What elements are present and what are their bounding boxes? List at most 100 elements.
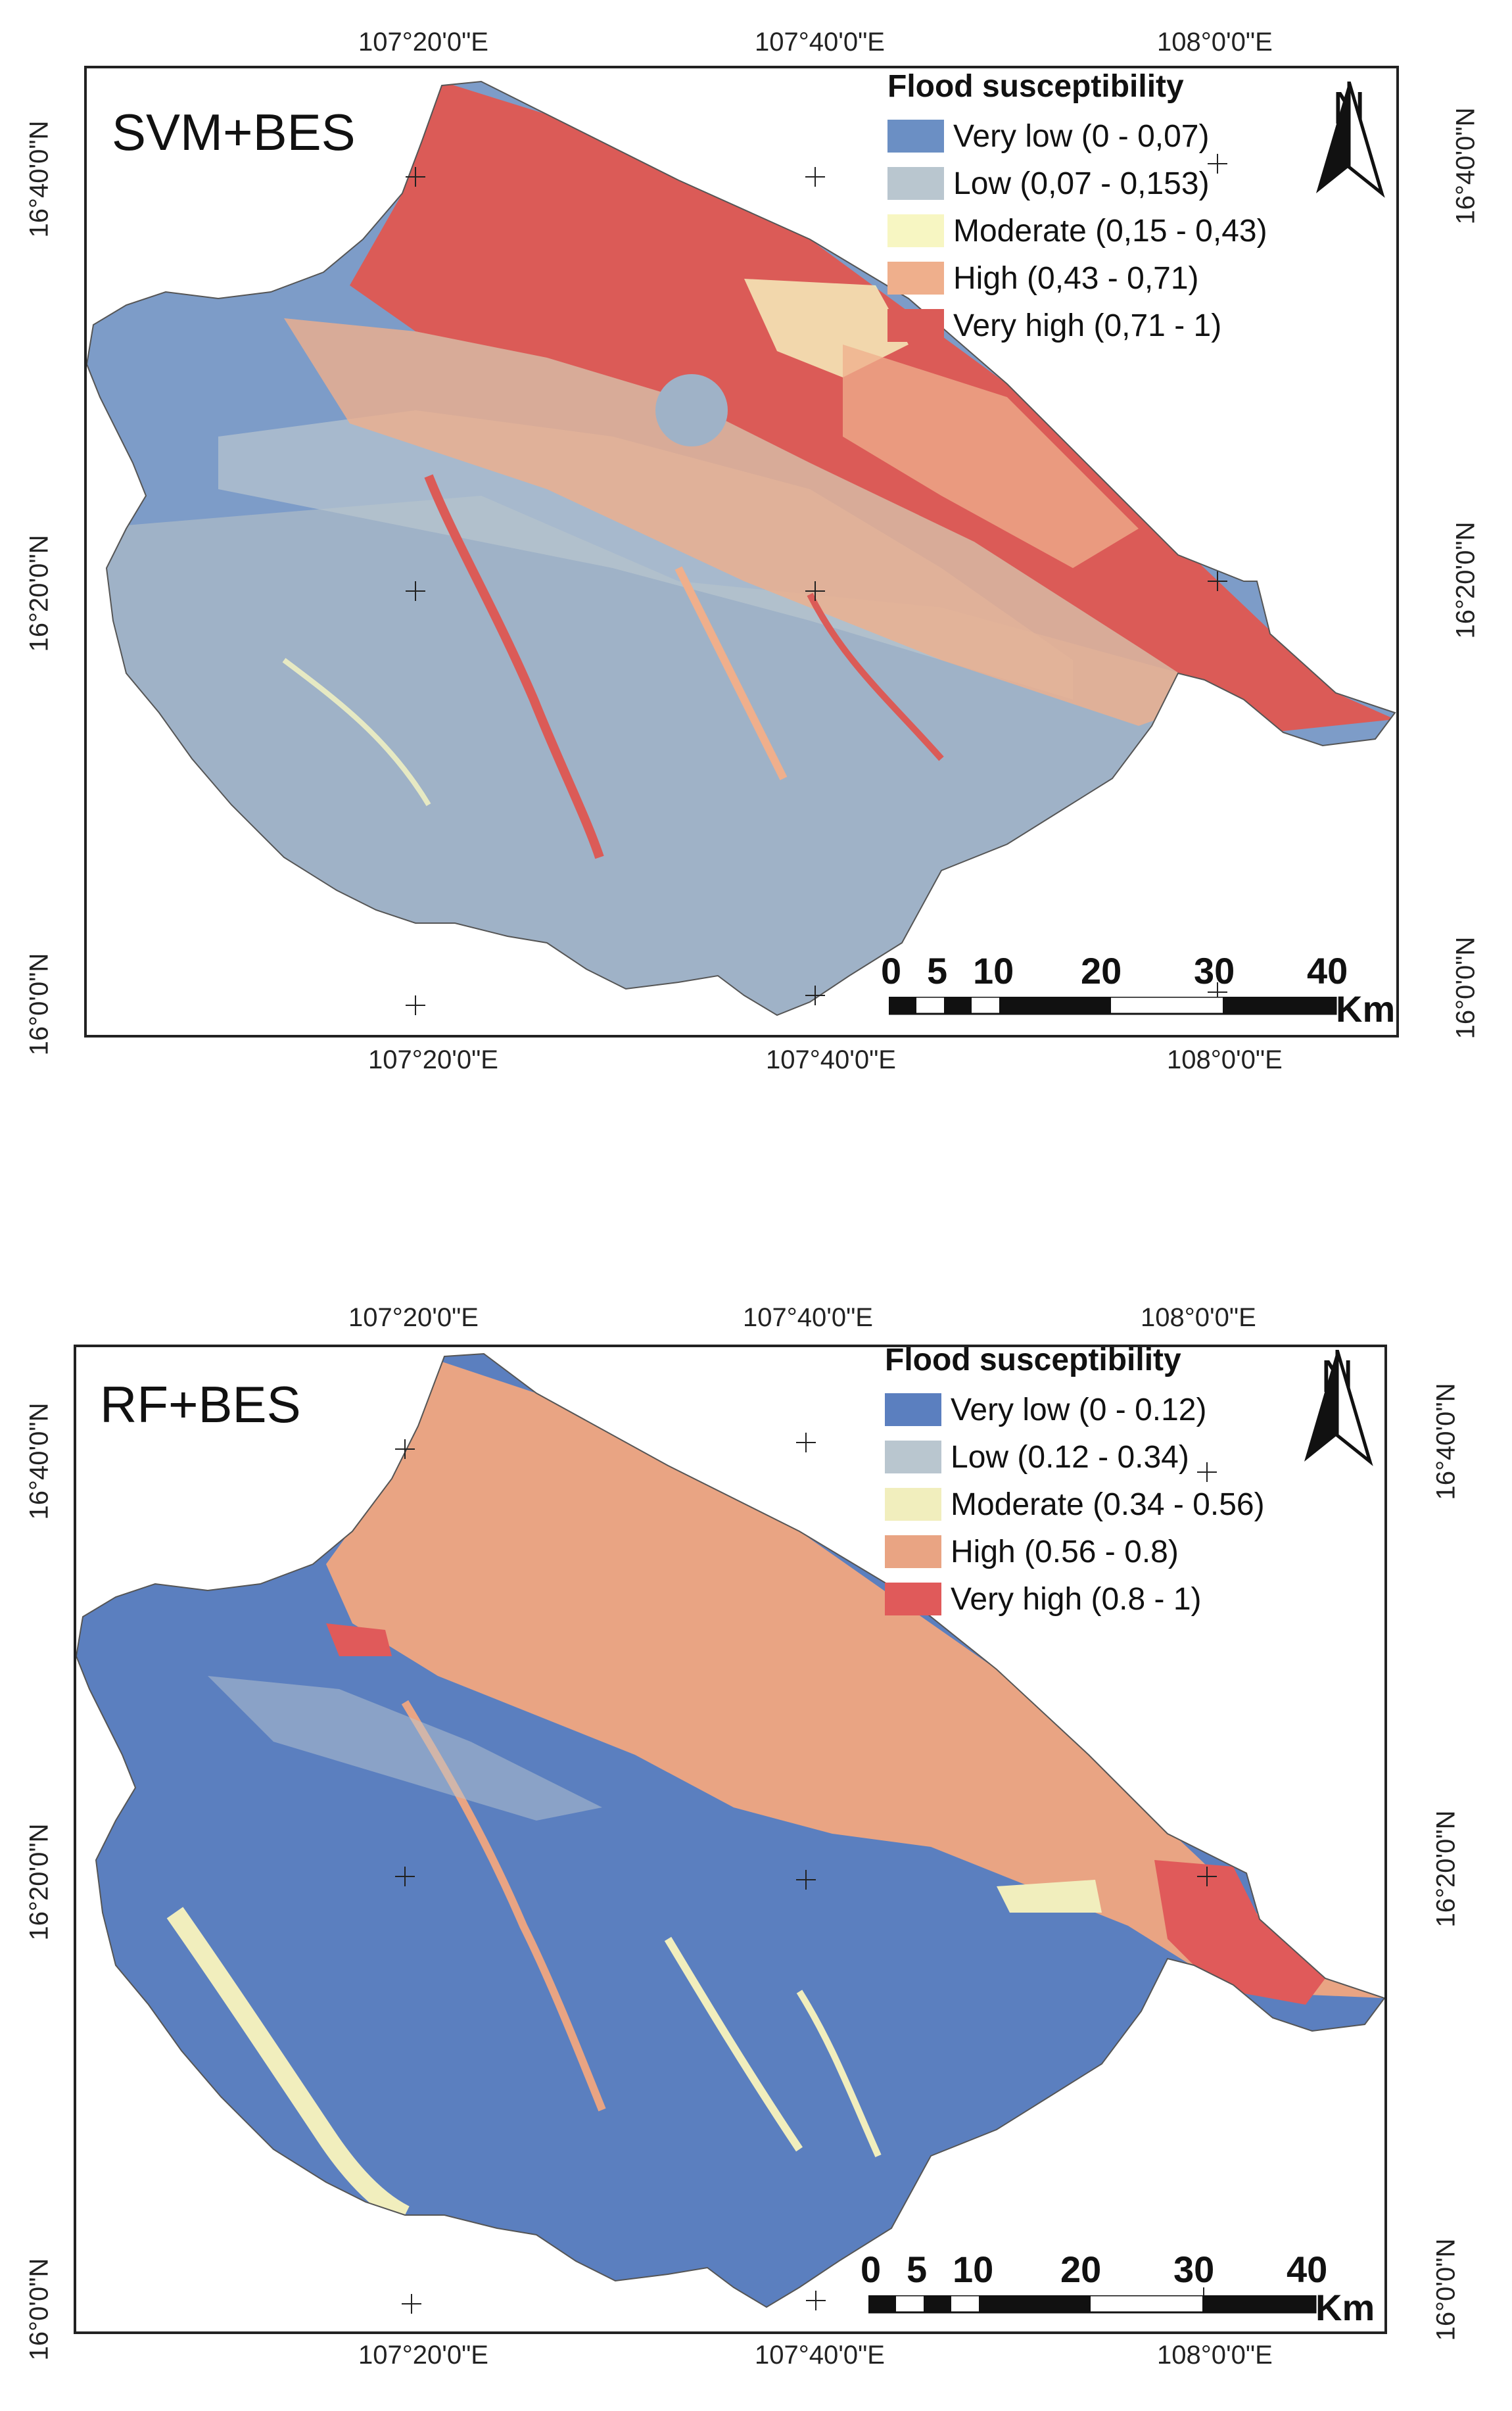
north-arrow-icon bbox=[1304, 1350, 1373, 1466]
top-lon-label: 107°40'0"E bbox=[755, 28, 885, 57]
legend-swatch bbox=[885, 1488, 941, 1521]
legend: Flood susceptibility Very low (0 - 0,07)… bbox=[887, 68, 1267, 349]
scale-bar: 0 5 10 20 30 40 Km bbox=[881, 949, 1396, 1035]
bottom-lon-label: 107°20'0"E bbox=[358, 2341, 488, 2370]
rf-susceptibility-map bbox=[76, 1352, 1384, 2308]
north-arrow: N bbox=[1310, 82, 1388, 198]
graticule-cross bbox=[1208, 154, 1227, 174]
legend-swatch bbox=[887, 262, 944, 295]
legend-item: Moderate (0.34 - 0.56) bbox=[885, 1481, 1265, 1528]
graticule-cross bbox=[805, 581, 825, 601]
legend-swatch bbox=[885, 1393, 941, 1426]
legend-swatch bbox=[887, 120, 944, 153]
scale-tick-label: 40 bbox=[1287, 2249, 1328, 2290]
legend-label: Very high (0,71 - 1) bbox=[953, 308, 1222, 343]
legend-label: Very low (0 - 0.12) bbox=[951, 1392, 1207, 1427]
legend-title: Flood susceptibility bbox=[887, 69, 1184, 104]
left-lat-label: 16°0'0"N bbox=[24, 953, 54, 1056]
scale-tick-label: 20 bbox=[1060, 2249, 1102, 2290]
graticule-cross bbox=[1208, 571, 1227, 591]
top-lon-label: 107°20'0"E bbox=[358, 28, 488, 57]
map-panel-rf: 107°20'0"E 107°40'0"E 108°0'0"E 16°40'0"… bbox=[0, 1276, 1512, 2393]
left-lat-label: 16°40'0"N bbox=[24, 1402, 54, 1520]
legend: Flood susceptibility Very low (0 - 0.12)… bbox=[885, 1345, 1265, 1623]
right-lat-label: 16°0'0"N bbox=[1451, 936, 1480, 1039]
graticule-cross bbox=[805, 167, 825, 187]
legend-item: Low (0,07 - 0,153) bbox=[887, 160, 1267, 207]
scale-tick-label: 0 bbox=[861, 2249, 882, 2290]
graticule-cross bbox=[1208, 982, 1227, 1002]
legend-item: Very high (0,71 - 1) bbox=[887, 302, 1267, 349]
legend-item: Very low (0 - 0.12) bbox=[885, 1386, 1265, 1433]
scale-tick-label: 40 bbox=[1307, 950, 1348, 991]
legend-item: Very high (0.8 - 1) bbox=[885, 1575, 1265, 1623]
legend-swatch bbox=[887, 309, 944, 342]
right-lat-label: 16°40'0"N bbox=[1431, 1383, 1461, 1500]
legend-title: Flood susceptibility bbox=[885, 1345, 1181, 1377]
legend-item: Moderate (0,15 - 0,43) bbox=[887, 207, 1267, 254]
scale-bar-graphic bbox=[889, 997, 1337, 1015]
legend-label: Very low (0 - 0,07) bbox=[953, 118, 1210, 154]
legend-swatch bbox=[885, 1441, 941, 1473]
legend-label: Low (0,07 - 0,153) bbox=[953, 166, 1210, 201]
legend-label: High (0,43 - 0,71) bbox=[953, 260, 1199, 296]
scale-tick-label: 10 bbox=[953, 2249, 994, 2290]
bottom-lon-label: 107°20'0"E bbox=[368, 1045, 498, 1074]
legend-item: High (0,43 - 0,71) bbox=[887, 254, 1267, 302]
legend-swatch bbox=[887, 167, 944, 200]
legend-swatch bbox=[887, 214, 944, 247]
graticule-cross bbox=[406, 167, 425, 187]
legend-label: Moderate (0,15 - 0,43) bbox=[953, 213, 1267, 249]
map-frame: RF+BES Flood susceptibility Very low (0 … bbox=[74, 1345, 1387, 2334]
north-arrow-icon bbox=[1316, 82, 1385, 198]
svm-susceptibility-map bbox=[87, 80, 1396, 1016]
graticule-cross bbox=[1197, 1462, 1217, 1482]
scale-unit: Km bbox=[1315, 2287, 1375, 2328]
top-lon-label: 107°20'0"E bbox=[348, 1303, 479, 1332]
panel-title: RF+BES bbox=[100, 1375, 301, 1433]
scale-tick-label: 30 bbox=[1194, 950, 1235, 991]
legend-item: Low (0.12 - 0.34) bbox=[885, 1433, 1265, 1481]
legend-item: High (0.56 - 0.8) bbox=[885, 1528, 1265, 1575]
bottom-lon-label: 107°40'0"E bbox=[766, 1045, 896, 1074]
graticule-cross bbox=[406, 995, 425, 1015]
map-panel-svm: 107°20'0"E 107°40'0"E 108°0'0"E 16°40'0"… bbox=[0, 0, 1512, 1078]
map-frame: SVM+BES Flood susceptibility Very low (0… bbox=[84, 66, 1399, 1038]
scale-bar-graphic bbox=[868, 2295, 1317, 2314]
bottom-lon-label: 107°40'0"E bbox=[755, 2341, 885, 2370]
bottom-lon-label: 108°0'0"E bbox=[1167, 1045, 1283, 1074]
scale-tick-label: 30 bbox=[1173, 2249, 1215, 2290]
north-arrow: N bbox=[1298, 1350, 1377, 1466]
right-lat-label: 16°40'0"N bbox=[1451, 107, 1480, 225]
scale-bar: 0 5 10 20 30 40 Km bbox=[861, 2248, 1384, 2331]
legend-swatch bbox=[885, 1583, 941, 1615]
legend-swatch bbox=[885, 1535, 941, 1568]
graticule-cross bbox=[796, 1433, 816, 1452]
scale-tick-label: 20 bbox=[1081, 950, 1122, 991]
right-lat-label: 16°20'0"N bbox=[1431, 1810, 1461, 1928]
panel-title: SVM+BES bbox=[112, 103, 356, 161]
graticule-cross bbox=[402, 2294, 421, 2314]
scale-tick-label: 5 bbox=[927, 950, 948, 991]
graticule-cross bbox=[806, 2291, 826, 2310]
graticule-cross bbox=[1197, 1867, 1217, 1886]
legend-item: Very low (0 - 0,07) bbox=[887, 112, 1267, 160]
left-lat-label: 16°20'0"N bbox=[24, 535, 54, 652]
graticule-cross bbox=[796, 1870, 816, 1890]
legend-label: Low (0.12 - 0.34) bbox=[951, 1439, 1189, 1475]
bottom-lon-label: 108°0'0"E bbox=[1157, 2341, 1273, 2370]
scale-tick-label: 0 bbox=[881, 950, 902, 991]
scale-tick-label: 10 bbox=[973, 950, 1014, 991]
graticule-cross bbox=[395, 1867, 415, 1886]
left-lat-label: 16°0'0"N bbox=[24, 2258, 54, 2361]
top-lon-label: 108°0'0"E bbox=[1157, 28, 1273, 57]
graticule-cross bbox=[406, 581, 425, 601]
right-lat-label: 16°0'0"N bbox=[1431, 2238, 1461, 2341]
top-lon-label: 107°40'0"E bbox=[743, 1303, 873, 1332]
graticule-cross bbox=[805, 986, 825, 1005]
right-lat-label: 16°20'0"N bbox=[1451, 521, 1480, 639]
left-lat-label: 16°40'0"N bbox=[24, 120, 54, 238]
graticule-cross bbox=[395, 1439, 415, 1459]
legend-label: Moderate (0.34 - 0.56) bbox=[951, 1487, 1265, 1522]
scale-unit: Km bbox=[1336, 988, 1396, 1030]
